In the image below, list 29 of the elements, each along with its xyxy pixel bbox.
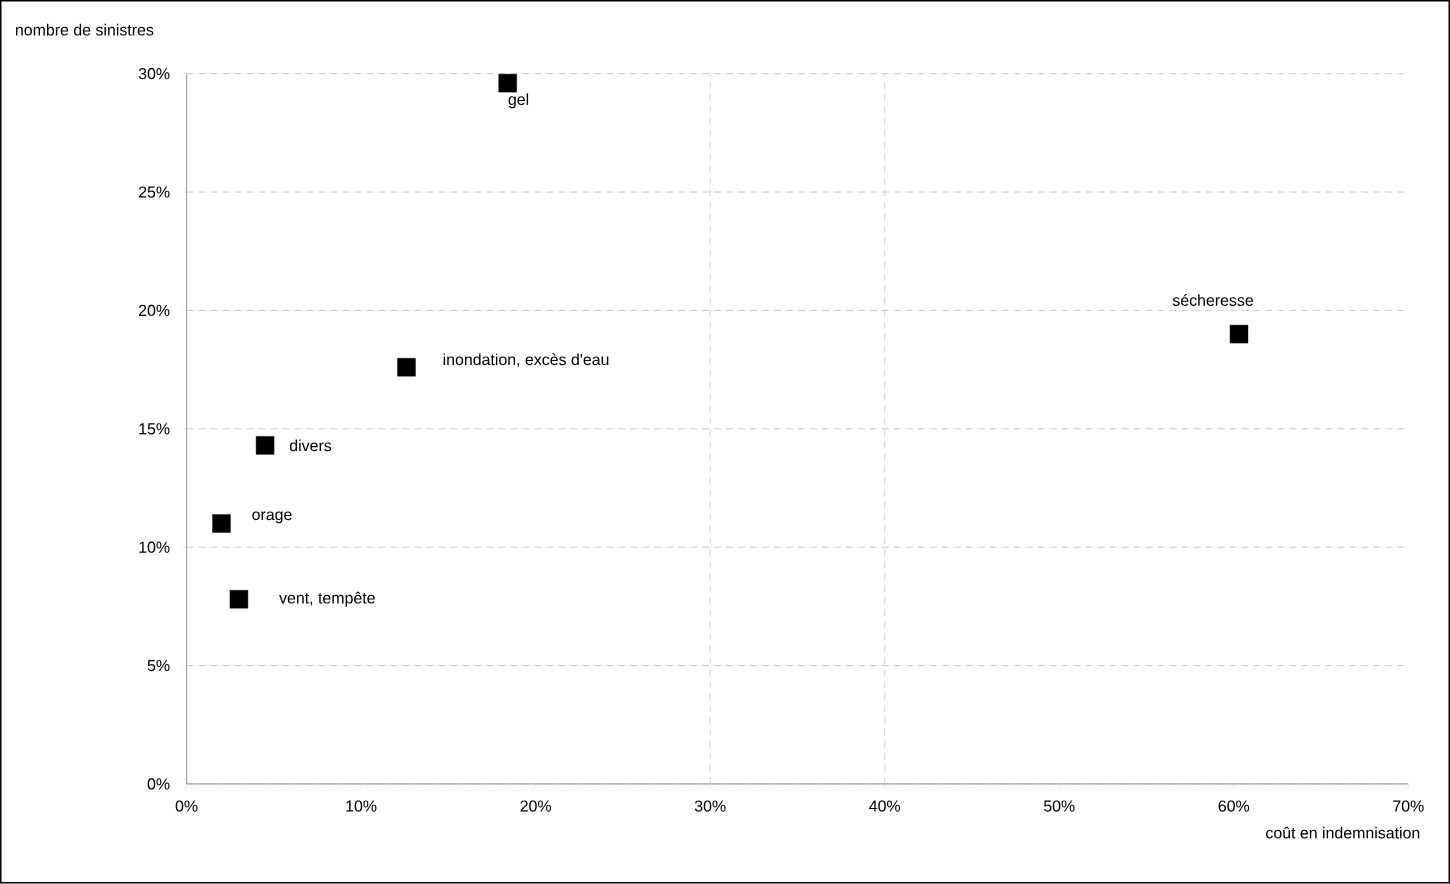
x-tick-label: 30% xyxy=(694,800,726,812)
y-tick-label: 10% xyxy=(139,541,170,554)
point xyxy=(498,74,517,93)
y-tick-label: 20% xyxy=(138,304,170,317)
y-tick-label: 0% xyxy=(147,778,170,790)
y-tick-label: 30% xyxy=(138,68,170,80)
x-tick-label: 10% xyxy=(346,800,377,812)
y-axis-title: nombre de sinistres xyxy=(16,24,154,36)
annotation: orage xyxy=(252,511,292,524)
x-axis-title: coût en indemnisation xyxy=(1266,826,1420,839)
x-tick-label: 50% xyxy=(1043,800,1075,812)
x-tick-label: 40% xyxy=(869,800,901,812)
point xyxy=(212,514,231,533)
point xyxy=(255,436,275,455)
x-tick-label: 60% xyxy=(1218,800,1250,812)
y-tick-label: 5% xyxy=(147,660,170,672)
annotation: sécheresse xyxy=(1172,294,1254,307)
x-tick-label: 0% xyxy=(175,800,198,812)
annotation: vent, tempête xyxy=(279,592,375,607)
annotation: divers xyxy=(289,439,332,452)
annotation: inondation, excès d'eau xyxy=(443,353,609,368)
x-tick-label: 20% xyxy=(520,800,551,812)
point xyxy=(229,590,249,609)
point xyxy=(397,358,416,377)
x-tick-label: 70% xyxy=(1393,800,1424,812)
point xyxy=(1229,325,1249,344)
y-tick-label: 15% xyxy=(139,423,170,435)
annotation: gel xyxy=(508,93,529,109)
y-tick-label: 25% xyxy=(138,186,170,198)
